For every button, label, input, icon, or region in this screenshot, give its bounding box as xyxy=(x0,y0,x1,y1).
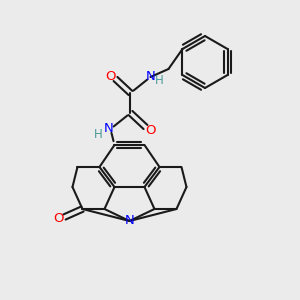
Text: N: N xyxy=(103,122,113,136)
Text: O: O xyxy=(105,70,116,83)
Text: O: O xyxy=(145,124,156,136)
Text: H: H xyxy=(94,128,103,140)
Text: H: H xyxy=(155,74,164,88)
Text: O: O xyxy=(53,212,64,226)
Text: N: N xyxy=(124,214,134,227)
Text: N: N xyxy=(146,70,155,83)
